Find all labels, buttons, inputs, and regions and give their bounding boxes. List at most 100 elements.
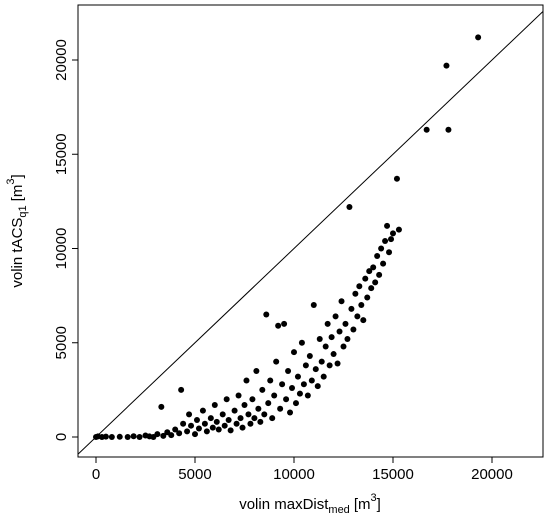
point — [382, 237, 389, 244]
point — [223, 396, 230, 403]
point — [277, 405, 284, 412]
point — [316, 335, 323, 342]
y-tick-label: 5000 — [53, 326, 70, 359]
point — [275, 322, 282, 329]
point — [247, 420, 254, 427]
identity-line — [78, 10, 543, 455]
point — [265, 400, 272, 407]
point — [344, 335, 351, 342]
point — [443, 62, 450, 69]
point — [273, 358, 280, 365]
point — [285, 368, 292, 375]
point — [302, 362, 309, 369]
y-axis-label: volin tACSq1[m3] — [5, 174, 29, 287]
point — [340, 343, 347, 350]
point — [239, 424, 246, 431]
point — [251, 415, 258, 422]
point — [186, 411, 193, 418]
y-tick-label: 20000 — [53, 39, 70, 81]
point — [261, 411, 268, 418]
x-tick-label: 10000 — [273, 466, 315, 483]
point — [289, 384, 296, 391]
point — [356, 283, 363, 290]
point — [215, 426, 222, 433]
point — [330, 351, 337, 358]
point — [368, 285, 375, 292]
point — [255, 405, 262, 412]
point — [102, 433, 109, 440]
point — [207, 415, 214, 422]
point — [334, 360, 341, 367]
x-axis-label: volin maxDistmed [m3] — [239, 492, 381, 516]
point — [249, 396, 256, 403]
point — [326, 362, 333, 369]
point — [292, 400, 299, 407]
point — [211, 401, 218, 408]
point — [259, 386, 266, 393]
point — [322, 343, 329, 350]
point — [180, 420, 187, 427]
point — [304, 392, 311, 399]
y-tick-label: 0 — [53, 433, 70, 441]
point — [221, 422, 228, 429]
point — [269, 415, 276, 422]
point — [287, 409, 294, 416]
point — [296, 390, 303, 397]
point — [176, 430, 183, 437]
point — [279, 381, 286, 388]
y-tick-label: 10000 — [53, 228, 70, 270]
point — [195, 425, 202, 432]
point — [386, 249, 393, 256]
point — [318, 358, 325, 365]
point — [209, 424, 216, 431]
point — [225, 417, 232, 424]
point — [184, 428, 191, 435]
point — [233, 420, 240, 427]
point — [445, 126, 452, 133]
point — [257, 418, 264, 425]
point — [389, 230, 396, 237]
point — [283, 396, 290, 403]
point — [332, 313, 339, 320]
point — [188, 422, 195, 429]
x-tick-label: 5000 — [178, 466, 211, 483]
x-tick-label: 0 — [92, 466, 100, 483]
point — [372, 279, 379, 286]
point — [193, 417, 200, 424]
point — [136, 434, 143, 441]
point — [346, 204, 353, 211]
point — [352, 290, 359, 297]
point — [312, 366, 319, 373]
point — [395, 226, 402, 233]
point — [300, 381, 307, 388]
point — [253, 368, 260, 375]
point — [116, 433, 123, 440]
point — [124, 434, 131, 441]
point — [231, 407, 238, 414]
point — [376, 271, 383, 278]
point — [172, 426, 179, 433]
plot-frame — [77, 4, 544, 458]
point — [354, 313, 361, 320]
point — [364, 294, 371, 301]
point — [213, 418, 220, 425]
point — [191, 431, 198, 438]
point — [241, 401, 248, 408]
point — [160, 432, 167, 439]
point — [342, 320, 349, 327]
point — [178, 386, 185, 393]
point — [201, 420, 208, 427]
point — [294, 373, 301, 380]
point — [338, 298, 345, 305]
point — [384, 222, 391, 229]
point — [324, 320, 331, 327]
point — [237, 415, 244, 422]
point — [245, 411, 252, 418]
point — [320, 373, 327, 380]
point — [314, 383, 321, 390]
point — [130, 433, 137, 440]
point — [281, 320, 288, 327]
point — [358, 302, 365, 309]
point — [235, 392, 242, 399]
